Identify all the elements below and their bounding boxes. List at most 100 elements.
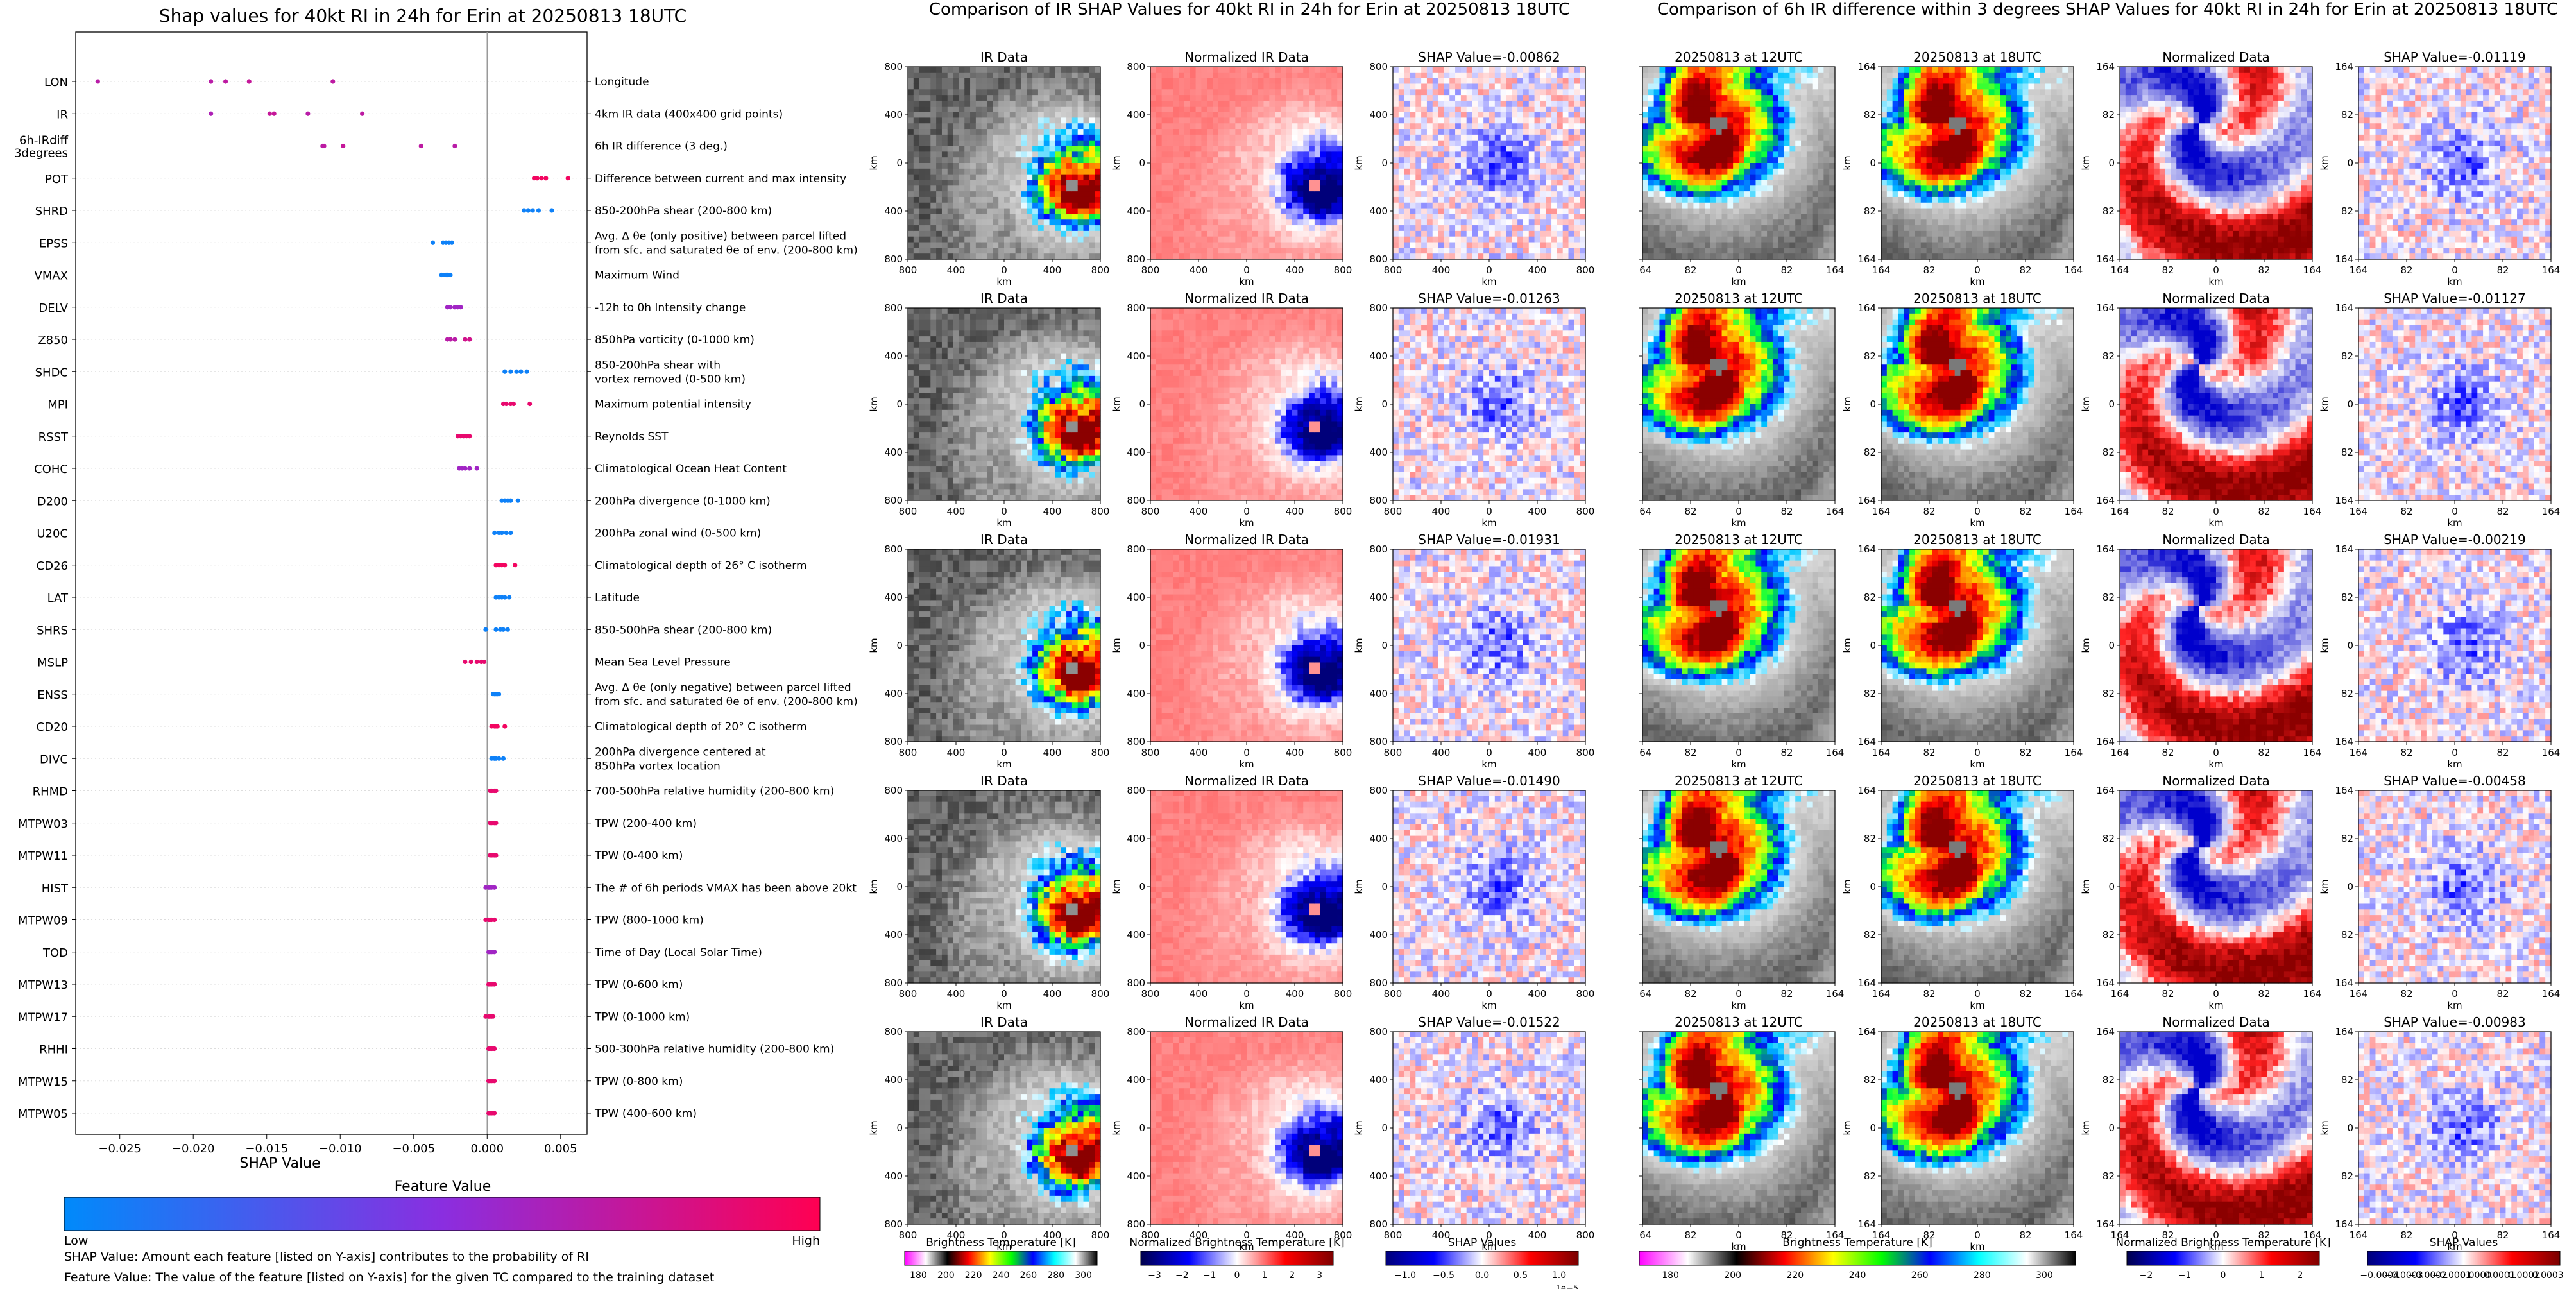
field-cell (925, 443, 931, 450)
field-cell (1043, 364, 1050, 371)
x-axis-label: km (996, 276, 1011, 287)
field-cell (1156, 236, 1163, 243)
field-cell (959, 370, 965, 377)
field-cell (1032, 140, 1039, 147)
field-cell (1004, 208, 1011, 215)
field-cell (987, 95, 993, 101)
field-cell (1043, 347, 1050, 354)
field-cell (964, 398, 971, 405)
field-cell (1478, 230, 1484, 237)
field-cell (1398, 196, 1405, 203)
field-cell (1562, 106, 1569, 113)
field-cell (981, 483, 988, 490)
field-cell (1297, 214, 1304, 220)
field-cell (1218, 123, 1225, 130)
shap-point (539, 176, 544, 181)
field-cell (1494, 67, 1501, 73)
field-cell (1004, 242, 1011, 248)
field-cell (1004, 495, 1011, 501)
field-cell (1404, 157, 1411, 164)
field-cell (1534, 134, 1541, 141)
field-cell (1275, 146, 1281, 152)
field-cell (1027, 174, 1033, 181)
shap-summary-title: Shap values for 40kt RI in 24h for Erin … (0, 5, 846, 26)
field-cell (1032, 219, 1039, 226)
field-cell (1546, 106, 1552, 113)
field-cell (1444, 100, 1450, 107)
field-cell (964, 253, 971, 260)
field-cell (1027, 387, 1033, 393)
field-cell (1326, 242, 1332, 248)
shap-point (483, 627, 488, 632)
field-cell (1095, 180, 1101, 186)
field-cell (1472, 151, 1478, 158)
field-cell (1061, 236, 1067, 243)
field-cell (1027, 404, 1033, 411)
field-cell (1314, 106, 1321, 113)
field-cell (1015, 174, 1022, 181)
field-cell (1071, 415, 1079, 422)
field-cell (913, 477, 920, 484)
field-cell (913, 157, 920, 164)
field-cell (1540, 230, 1546, 237)
field-cell (1449, 78, 1456, 85)
field-cell (913, 319, 920, 326)
field-cell (998, 129, 1005, 135)
field-cell (1506, 72, 1512, 79)
field-cell (964, 375, 971, 382)
field-cell (1021, 214, 1027, 220)
field-cell (998, 421, 1005, 427)
field-cell (1207, 106, 1213, 113)
field-cell (981, 180, 988, 186)
colorbar-title: Feature Value (395, 1179, 491, 1195)
field-cell (1466, 253, 1473, 260)
field-cell (1213, 191, 1219, 198)
field-cell (1426, 196, 1433, 203)
field-cell (930, 313, 937, 320)
field-cell (1037, 415, 1045, 422)
field-cell (1404, 67, 1411, 73)
shap-point (508, 369, 513, 374)
field-cell (1156, 242, 1163, 248)
field-cell (1095, 157, 1101, 164)
field-cell (1201, 225, 1207, 232)
field-cell (1421, 168, 1428, 175)
field-cell (1066, 364, 1073, 371)
field-cell (1337, 248, 1343, 254)
field-cell (1066, 455, 1073, 461)
field-cell (993, 112, 999, 119)
field-cell (1055, 202, 1061, 209)
field-cell (1066, 438, 1073, 445)
field-cell (981, 225, 988, 232)
field-cell (1077, 72, 1084, 79)
field-cell (947, 443, 954, 450)
field-cell (1426, 100, 1433, 107)
field-cell (1083, 214, 1089, 220)
field-cell (1320, 95, 1327, 101)
field-cell (1021, 196, 1027, 203)
field-cell (964, 466, 971, 473)
field-cell (959, 404, 965, 411)
field-cell (1161, 208, 1168, 215)
field-cell (1331, 106, 1338, 113)
field-cell (993, 89, 999, 96)
field-cell (1326, 157, 1332, 164)
field-cell (975, 248, 982, 254)
field-cell (1455, 123, 1462, 130)
field-cell (1297, 83, 1304, 90)
field-cell (1077, 196, 1084, 203)
field-cell (1432, 72, 1439, 79)
field-cell (1015, 336, 1022, 343)
field-cell (1195, 112, 1202, 119)
field-cell (1472, 78, 1478, 85)
field-cell (1049, 466, 1056, 473)
field-cell (1037, 336, 1045, 343)
field-cell (1574, 174, 1580, 181)
field-cell (1161, 129, 1168, 135)
field-cell (1444, 151, 1450, 158)
field-cell (1460, 253, 1467, 260)
field-cell (987, 381, 993, 388)
field-cell (993, 393, 999, 399)
field-cell (947, 225, 954, 232)
field-cell (1004, 483, 1011, 490)
